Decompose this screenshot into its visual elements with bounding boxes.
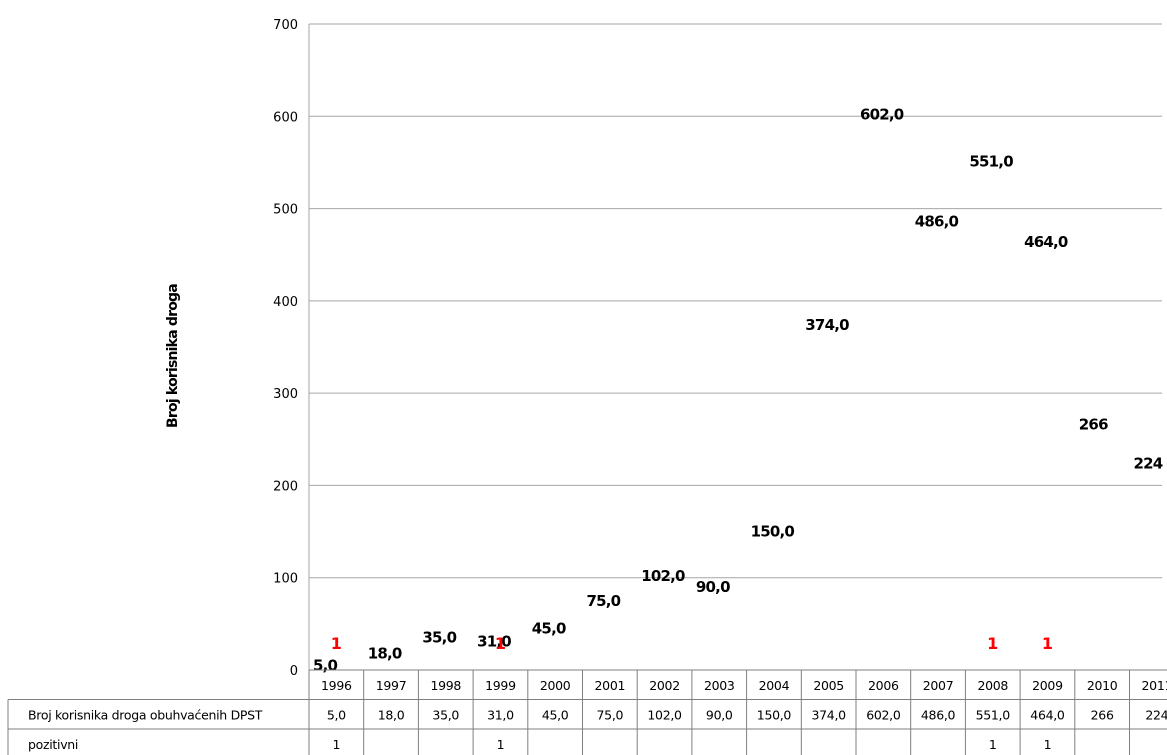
x-tick-label: 1996	[321, 678, 352, 693]
table-cell: 5,0	[327, 708, 346, 723]
x-tick-label: 1999	[485, 678, 516, 693]
y-tick-label: 600	[273, 110, 298, 125]
data-label: 551,0	[969, 153, 1013, 171]
series-name: pozitivni	[28, 737, 78, 752]
y-tick-label: 700	[273, 18, 298, 33]
positive-marker-label: 1	[495, 634, 506, 653]
x-tick-label: 2004	[759, 678, 790, 693]
data-label: 31,0	[477, 632, 511, 650]
table-cell: 374,0	[812, 708, 847, 723]
x-tick-label: 2008	[977, 678, 1008, 693]
data-label: 486,0	[915, 212, 959, 230]
y-axis-ticks: 0 100 200 300 400 500 600 700	[273, 18, 298, 679]
data-label: 75,0	[587, 592, 621, 610]
x-tick-label: 2006	[868, 678, 899, 693]
x-tick-label: 2007	[923, 678, 954, 693]
table-cell: 45,0	[542, 708, 569, 723]
positive-marker-label: 1	[331, 634, 342, 653]
data-label: 18,0	[368, 644, 402, 662]
x-tick-label: 2000	[540, 678, 571, 693]
data-label: 464,0	[1024, 233, 1068, 251]
table-cell: 1	[333, 737, 341, 752]
y-axis-label: Broj korisnika droga	[165, 284, 181, 428]
table-cell: 150,0	[757, 708, 792, 723]
table-cell: 266	[1091, 708, 1114, 723]
x-tick-label: 2001	[595, 678, 626, 693]
table-cell: 602,0	[866, 708, 901, 723]
table-cell: 75,0	[597, 708, 624, 723]
x-tick-label: 2002	[649, 678, 680, 693]
x-tick-label: 1997	[376, 678, 407, 693]
data-label: 602,0	[860, 105, 904, 123]
data-table: 1996 1997 1998 1999 2000 2001 2002 2003 2004 2005…	[7, 669, 1167, 755]
table-cell: 224	[1145, 708, 1167, 723]
table-cell: 486,0	[921, 708, 956, 723]
table-cell: 90,0	[706, 708, 733, 723]
data-label: 45,0	[532, 619, 566, 637]
data-label: 90,0	[696, 578, 730, 596]
x-tick-label: 2003	[704, 678, 735, 693]
x-tick-label: 2009	[1032, 678, 1063, 693]
table-cell: 1	[497, 737, 505, 752]
data-labels: 5,0 18,0 35,0 31,0 45,0 75,0 102,0 90,0 150,0 374…	[313, 105, 1164, 674]
data-label: 5,0	[313, 656, 338, 674]
data-label: 102,0	[641, 567, 685, 585]
x-tick-label: 2010	[1087, 678, 1118, 693]
series-name: Broj korisnika droga obuhvaćenih DPST	[28, 708, 263, 723]
table-cell: 464,0	[1030, 708, 1065, 723]
y-tick-label: 200	[273, 479, 298, 494]
data-label: 150,0	[751, 523, 795, 541]
positive-marker-label: 1	[1042, 634, 1053, 653]
table-cell: 102,0	[647, 708, 682, 723]
data-label: 266	[1079, 416, 1108, 434]
x-tick-label: 1998	[430, 678, 461, 693]
y-tick-label: 400	[273, 295, 298, 310]
data-label: 224	[1134, 454, 1163, 472]
table-cell: 1	[989, 737, 997, 752]
positive-marker-label: 1	[987, 634, 998, 653]
table-cell: 31,0	[487, 708, 514, 723]
y-tick-label: 300	[273, 387, 298, 402]
data-label: 374,0	[805, 316, 849, 334]
table-cell: 18,0	[378, 708, 405, 723]
data-label: 35,0	[422, 629, 456, 647]
table-cell: 551,0	[976, 708, 1011, 723]
gridlines	[308, 23, 1162, 670]
y-tick-label: 0	[290, 664, 298, 679]
y-tick-label: 500	[273, 203, 298, 218]
table-cell: 1	[1044, 737, 1052, 752]
x-tick-label: 2011	[1142, 678, 1167, 693]
y-tick-label: 100	[273, 572, 298, 587]
x-tick-label: 2005	[813, 678, 844, 693]
table-cell: 35,0	[432, 708, 459, 723]
